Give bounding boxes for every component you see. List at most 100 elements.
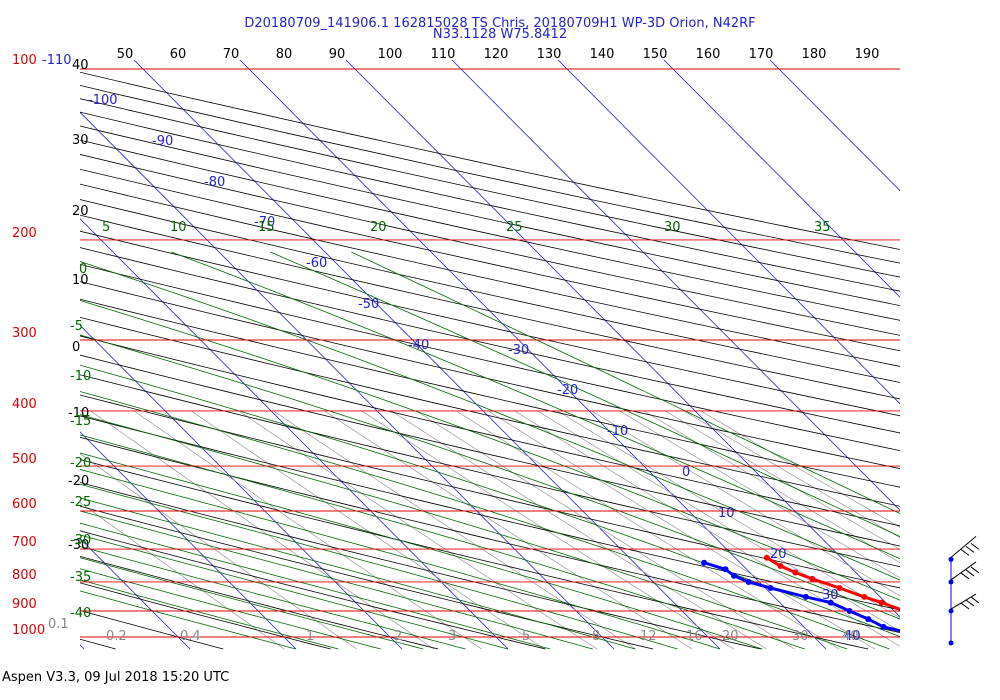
moist-adiabat-line xyxy=(80,590,297,650)
isotherm-line xyxy=(451,60,900,511)
moist-adiabat-label-left: -20 xyxy=(70,456,91,471)
wind-barb-feather xyxy=(965,569,975,577)
dewpoint-profile-point xyxy=(928,634,934,640)
temperature-profile-point xyxy=(777,563,784,569)
mixing-ratio-line xyxy=(324,410,693,650)
moist-adiabat-line xyxy=(80,300,900,601)
isotherm-line xyxy=(769,60,900,192)
moist-adiabat-line xyxy=(80,546,466,650)
moist-adiabat-label: 5 xyxy=(102,220,110,235)
isotherm-label-top: 180 xyxy=(802,47,827,62)
isotherm-label-top: 100 xyxy=(378,47,403,62)
dry-adiabat-line xyxy=(80,199,900,383)
dry-adiabat-label: 0 xyxy=(682,465,690,480)
pressure-label: 300 xyxy=(12,326,37,341)
moist-adiabat-line xyxy=(80,483,678,650)
mixing-ratio-line xyxy=(537,410,900,632)
dry-adiabat-label: -70 xyxy=(254,215,275,230)
moist-adiabat-line xyxy=(80,497,636,650)
isotherm-label-left: 20 xyxy=(72,204,89,219)
wind-barb-shaft xyxy=(950,561,977,581)
mixing-ratio-line xyxy=(238,410,598,650)
dry-adiabat-label: -10 xyxy=(607,424,628,439)
dewpoint-profile-point xyxy=(880,623,887,630)
isotherm-line xyxy=(557,60,900,405)
wind-barb-point xyxy=(948,579,954,585)
dry-adiabat-label: -80 xyxy=(204,175,225,190)
dry-adiabat-label: -110 xyxy=(42,53,72,68)
wind-barb-feather xyxy=(970,596,980,604)
dry-adiabat-label: 10 xyxy=(718,506,735,521)
dry-adiabat-label: 30 xyxy=(822,588,839,603)
mixing-ratio-line xyxy=(643,410,900,563)
mixing-ratio-line xyxy=(416,410,795,650)
mixing-ratio-line xyxy=(591,410,900,597)
dry-adiabat-line xyxy=(80,214,900,400)
mixing-ratio-label: 0.2 xyxy=(106,629,127,644)
dry-adiabat-label: -100 xyxy=(88,93,118,108)
temperature-profile-point xyxy=(861,593,868,600)
moist-adiabat-line xyxy=(80,468,721,650)
isotherm-label-top: 150 xyxy=(643,47,668,62)
moist-adiabat-label: 25 xyxy=(506,220,523,235)
pressure-label: 1000 xyxy=(12,623,45,638)
moist-adiabat-label: 20 xyxy=(370,220,387,235)
isotherm-label-top: 90 xyxy=(329,47,346,62)
mixing-ratio-line xyxy=(665,410,900,550)
moist-adiabat-line xyxy=(80,579,339,650)
mixing-ratio-line xyxy=(700,410,900,528)
dry-adiabat-line xyxy=(80,183,900,367)
pressure-label: 500 xyxy=(12,452,37,467)
isotherm-line xyxy=(80,431,297,650)
wind-barb-feather xyxy=(965,545,975,553)
moist-adiabat-label: 10 xyxy=(170,220,187,235)
moist-adiabat-line xyxy=(80,391,890,650)
temperature-profile-point xyxy=(836,585,843,591)
wind-barb-shaft xyxy=(950,535,977,558)
wind-barbs xyxy=(948,535,980,646)
dewpoint-profile-point xyxy=(944,637,950,643)
footer-version-date: Aspen V3.3, 09 Jul 2018 15:20 UTC xyxy=(2,670,230,685)
dewpoint-profile-point xyxy=(802,593,809,600)
wind-barb-feather xyxy=(960,548,970,556)
temperature-profile-point xyxy=(809,575,816,582)
dry-adiabat-label: 20 xyxy=(770,547,787,562)
moist-adiabat-label-left: -25 xyxy=(70,495,91,510)
dry-adiabat-line xyxy=(80,125,900,307)
isotherm-label-left: -10 xyxy=(68,406,89,421)
temperature-profile-point xyxy=(878,599,885,606)
dry-adiabat-line xyxy=(80,316,900,507)
mixing-ratio-label: 5 xyxy=(522,629,530,644)
mixing-ratio-line xyxy=(80,502,285,650)
isotherm-label-left: 0 xyxy=(72,340,80,355)
dry-adiabat-line xyxy=(80,154,900,336)
pressure-label: 800 xyxy=(12,568,37,583)
pressure-label: 900 xyxy=(12,597,37,612)
mixing-ratio-line xyxy=(191,410,545,650)
moist-adiabat-line xyxy=(80,522,551,650)
wind-barb-feather xyxy=(970,542,980,550)
isotherm-line xyxy=(663,60,900,298)
isotherm-label-top: 120 xyxy=(484,47,509,62)
chart-subtitle-location: N33.1128 W75.8412 xyxy=(432,27,568,42)
moist-adiabat-line xyxy=(80,534,509,650)
moist-adiabat-label: 35 xyxy=(814,220,831,235)
wind-barb-shaft xyxy=(950,593,977,610)
isotherm-label-top: 60 xyxy=(170,47,187,62)
wind-barb-point xyxy=(948,640,954,646)
dry-adiabat-line xyxy=(80,582,331,650)
dry-adiabat-line xyxy=(80,415,900,611)
dry-adiabat-label: -90 xyxy=(152,134,173,149)
dry-adiabat-line xyxy=(80,281,900,470)
dewpoint-profile-point xyxy=(908,630,914,636)
dewpoint-profile-point xyxy=(865,616,872,623)
temperature-profile-point xyxy=(977,630,983,636)
mixing-ratio-line xyxy=(514,410,900,647)
temperature-profile-point xyxy=(763,554,770,561)
isotherm-label-left: 10 xyxy=(72,273,89,288)
dewpoint-profile-point xyxy=(827,599,834,606)
mixing-ratio-line xyxy=(557,410,900,619)
mixing-ratio-line xyxy=(90,410,434,650)
isotherm-label-top: 50 xyxy=(117,47,134,62)
temperature-profile-point xyxy=(953,624,959,630)
